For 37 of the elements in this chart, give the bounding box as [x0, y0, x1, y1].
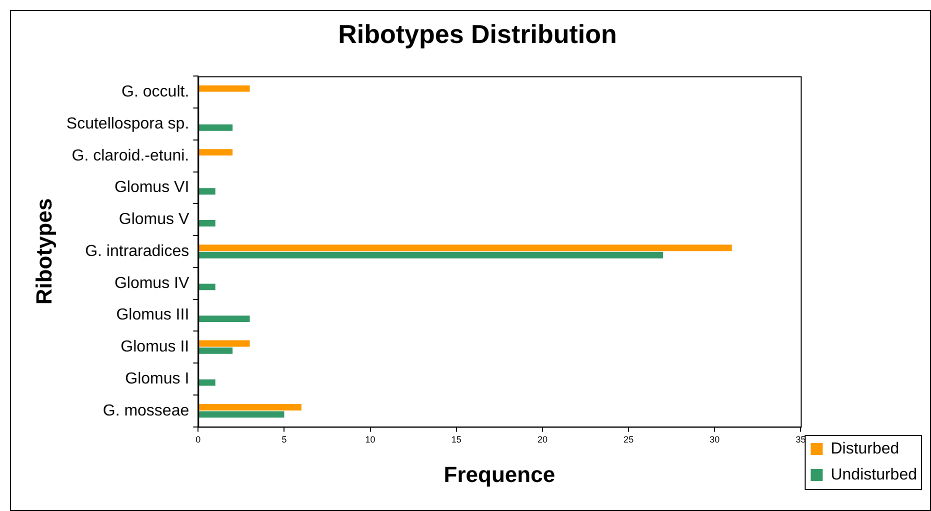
bar: [198, 85, 250, 92]
y-tick-label: Scutellospora sp.: [66, 115, 190, 132]
x-tick-label: 5: [282, 434, 287, 445]
legend-label: Undisturbed: [830, 466, 918, 484]
y-tick-label: G. intraradices: [85, 242, 190, 260]
chart-title: Ribotypes Distribution: [338, 18, 617, 49]
y-axis-title: Ribotypes: [31, 198, 56, 305]
bar: [198, 284, 216, 290]
y-tick-label: Glomus II: [120, 338, 190, 356]
bar: [198, 244, 732, 252]
y-tick-label: G. mosseae: [102, 402, 190, 420]
x-axis-title: Frequence: [444, 462, 556, 487]
y-tick-label: Glomus I: [125, 370, 190, 388]
y-tick-label: G. claroid.-etuni.: [72, 147, 190, 164]
x-tick-label: 30: [710, 434, 720, 445]
bar: [198, 347, 233, 354]
bar: [198, 220, 216, 226]
bar: [198, 379, 216, 386]
bar: [198, 124, 233, 131]
bar: [198, 149, 233, 156]
x-tick-label: 15: [451, 434, 462, 445]
y-tick-label: Glomus IV: [114, 274, 190, 292]
y-tick-label: Glomus V: [118, 211, 190, 228]
x-tick-label: 25: [624, 434, 634, 445]
x-tick-label: 20: [537, 434, 548, 445]
x-tick-label: 0: [196, 434, 201, 445]
bar: [198, 252, 663, 258]
bar: [198, 188, 216, 195]
y-tick-label: Glomus III: [116, 306, 190, 324]
bar: [198, 411, 284, 418]
y-tick-label: G. occult.: [122, 84, 190, 101]
legend-label: Disturbed: [830, 440, 900, 458]
y-tick-label: Glomus VI: [114, 179, 190, 196]
x-tick-label: 10: [365, 434, 376, 445]
bar: [198, 404, 302, 411]
bar: [198, 340, 250, 347]
bar: [198, 316, 250, 322]
